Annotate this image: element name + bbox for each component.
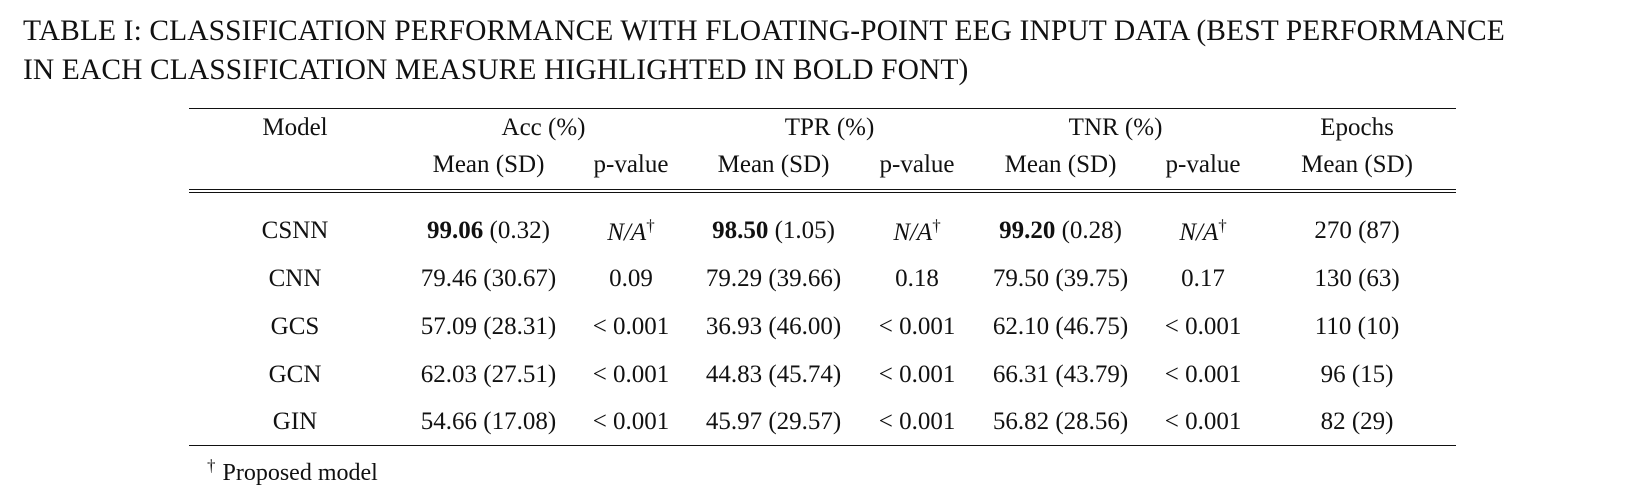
dagger-mark: † xyxy=(932,215,941,235)
header-row-2: Mean (SD) p-value Mean (SD) p-value Mean… xyxy=(189,146,1457,193)
dagger-mark: † xyxy=(1218,215,1227,235)
tnr-p-cell: < 0.001 xyxy=(1148,399,1259,446)
tnr-cell: 99.20 (0.28) xyxy=(973,191,1148,255)
acc-p-cell: N/A† xyxy=(576,191,686,255)
tpr-cell: 79.29 (39.66) xyxy=(705,265,842,292)
na-value: N/A xyxy=(893,218,933,246)
header-acc: Acc (%) xyxy=(501,113,586,141)
caption-line-1: TABLE I: CLASSIFICATION PERFORMANCE WITH… xyxy=(23,15,1505,47)
epochs-cell: 130 (63) xyxy=(1314,265,1400,292)
epochs-cell: 270 (87) xyxy=(1314,217,1400,244)
acc-cell: 99.06 (0.32) xyxy=(401,191,576,255)
table-row: GCN 62.03 (27.51) < 0.001 44.83 (45.74) … xyxy=(189,351,1456,399)
caption-line-2: IN EACH CLASSIFICATION MEASURE HIGHLIGHT… xyxy=(23,54,969,86)
header-tpr: TPR (%) xyxy=(784,113,875,141)
best-value: 99.06 xyxy=(427,217,484,244)
best-value: 99.20 xyxy=(999,217,1056,244)
table-footnote: † Proposed model xyxy=(207,456,378,487)
tpr-cell: 45.97 (29.57) xyxy=(686,399,862,446)
tpr-p-cell: 0.18 xyxy=(895,265,939,292)
tnr-cell: 56.82 (28.56) xyxy=(973,399,1149,446)
footnote-dagger: † xyxy=(207,456,216,475)
na-value: N/A xyxy=(1179,218,1219,246)
tpr-cell: 44.83 (45.74) xyxy=(705,361,842,388)
model-cell: CNN xyxy=(268,265,322,292)
table-row: CNN 79.46 (30.67) 0.09 79.29 (39.66) 0.1… xyxy=(189,255,1456,303)
tnr-p-cell: < 0.001 xyxy=(1164,361,1242,388)
epochs-cell: 110 (10) xyxy=(1314,313,1400,340)
header-tpr-p: p-value xyxy=(861,146,974,193)
results-table: Model Acc (%) TPR (%) TNR (%) Epochs Mea… xyxy=(189,108,1457,446)
table-row: GCS 57.09 (28.31) < 0.001 36.93 (46.00) … xyxy=(189,303,1456,351)
tnr-p-cell: N/A† xyxy=(1148,191,1258,255)
acc-cell: 79.46 (30.67) xyxy=(420,265,557,292)
epochs-cell: 82 (29) xyxy=(1258,399,1457,446)
tpr-p-cell: < 0.001 xyxy=(861,399,974,446)
table-caption: TABLE I: CLASSIFICATION PERFORMANCE WITH… xyxy=(23,12,1623,90)
acc-cell: 62.03 (27.51) xyxy=(420,361,557,388)
tpr-cell: 36.93 (46.00) xyxy=(705,313,842,340)
header-tnr-p: p-value xyxy=(1148,146,1259,193)
model-cell: GCN xyxy=(268,361,322,388)
acc-cell: 54.66 (17.08) xyxy=(401,399,576,446)
best-value: 98.50 xyxy=(712,217,769,244)
tpr-p-cell: < 0.001 xyxy=(878,361,956,388)
model-cell: GCS xyxy=(270,313,320,340)
tnr-cell: 62.10 (46.75) xyxy=(992,313,1129,340)
header-row-1: Model Acc (%) TPR (%) TNR (%) Epochs xyxy=(189,109,1456,147)
na-value: N/A xyxy=(607,218,647,246)
header-empty xyxy=(189,146,401,193)
acc-p-cell: < 0.001 xyxy=(592,313,670,340)
header-tnr: TNR (%) xyxy=(1068,113,1163,141)
table-row: GIN 54.66 (17.08) < 0.001 45.97 (29.57) … xyxy=(189,399,1457,446)
header-tpr-mean: Mean (SD) xyxy=(686,146,862,193)
header-epochs: Epochs xyxy=(1320,113,1394,141)
acc-cell: 57.09 (28.31) xyxy=(420,313,557,340)
tnr-p-cell: < 0.001 xyxy=(1164,313,1242,340)
model-cell: GIN xyxy=(189,399,401,446)
epochs-cell: 96 (15) xyxy=(1320,361,1394,388)
sd-value: (0.32) xyxy=(483,217,550,244)
acc-p-cell: < 0.001 xyxy=(592,361,670,388)
header-tnr-mean: Mean (SD) xyxy=(973,146,1149,193)
acc-p-cell: < 0.001 xyxy=(576,399,687,446)
tnr-p-cell: 0.17 xyxy=(1181,265,1225,292)
tpr-cell: 98.50 (1.05) xyxy=(686,191,861,255)
acc-p-cell: 0.09 xyxy=(609,265,653,292)
footnote-text: Proposed model xyxy=(222,460,378,486)
model-cell: CSNN xyxy=(261,217,329,244)
header-epochs-mean: Mean (SD) xyxy=(1258,146,1457,193)
sd-value: (1.05) xyxy=(768,217,835,244)
sd-value: (0.28) xyxy=(1055,217,1122,244)
header-acc-p: p-value xyxy=(576,146,687,193)
dagger-mark: † xyxy=(646,215,655,235)
tpr-p-cell: N/A† xyxy=(861,191,973,255)
header-acc-mean: Mean (SD) xyxy=(401,146,576,193)
tpr-p-cell: < 0.001 xyxy=(878,313,956,340)
table-row: CSNN 99.06 (0.32) N/A† 98.50 (1.05) N/A†… xyxy=(189,191,1456,255)
tnr-cell: 66.31 (43.79) xyxy=(992,361,1129,388)
header-model: Model xyxy=(262,113,328,141)
tnr-cell: 79.50 (39.75) xyxy=(992,265,1129,292)
